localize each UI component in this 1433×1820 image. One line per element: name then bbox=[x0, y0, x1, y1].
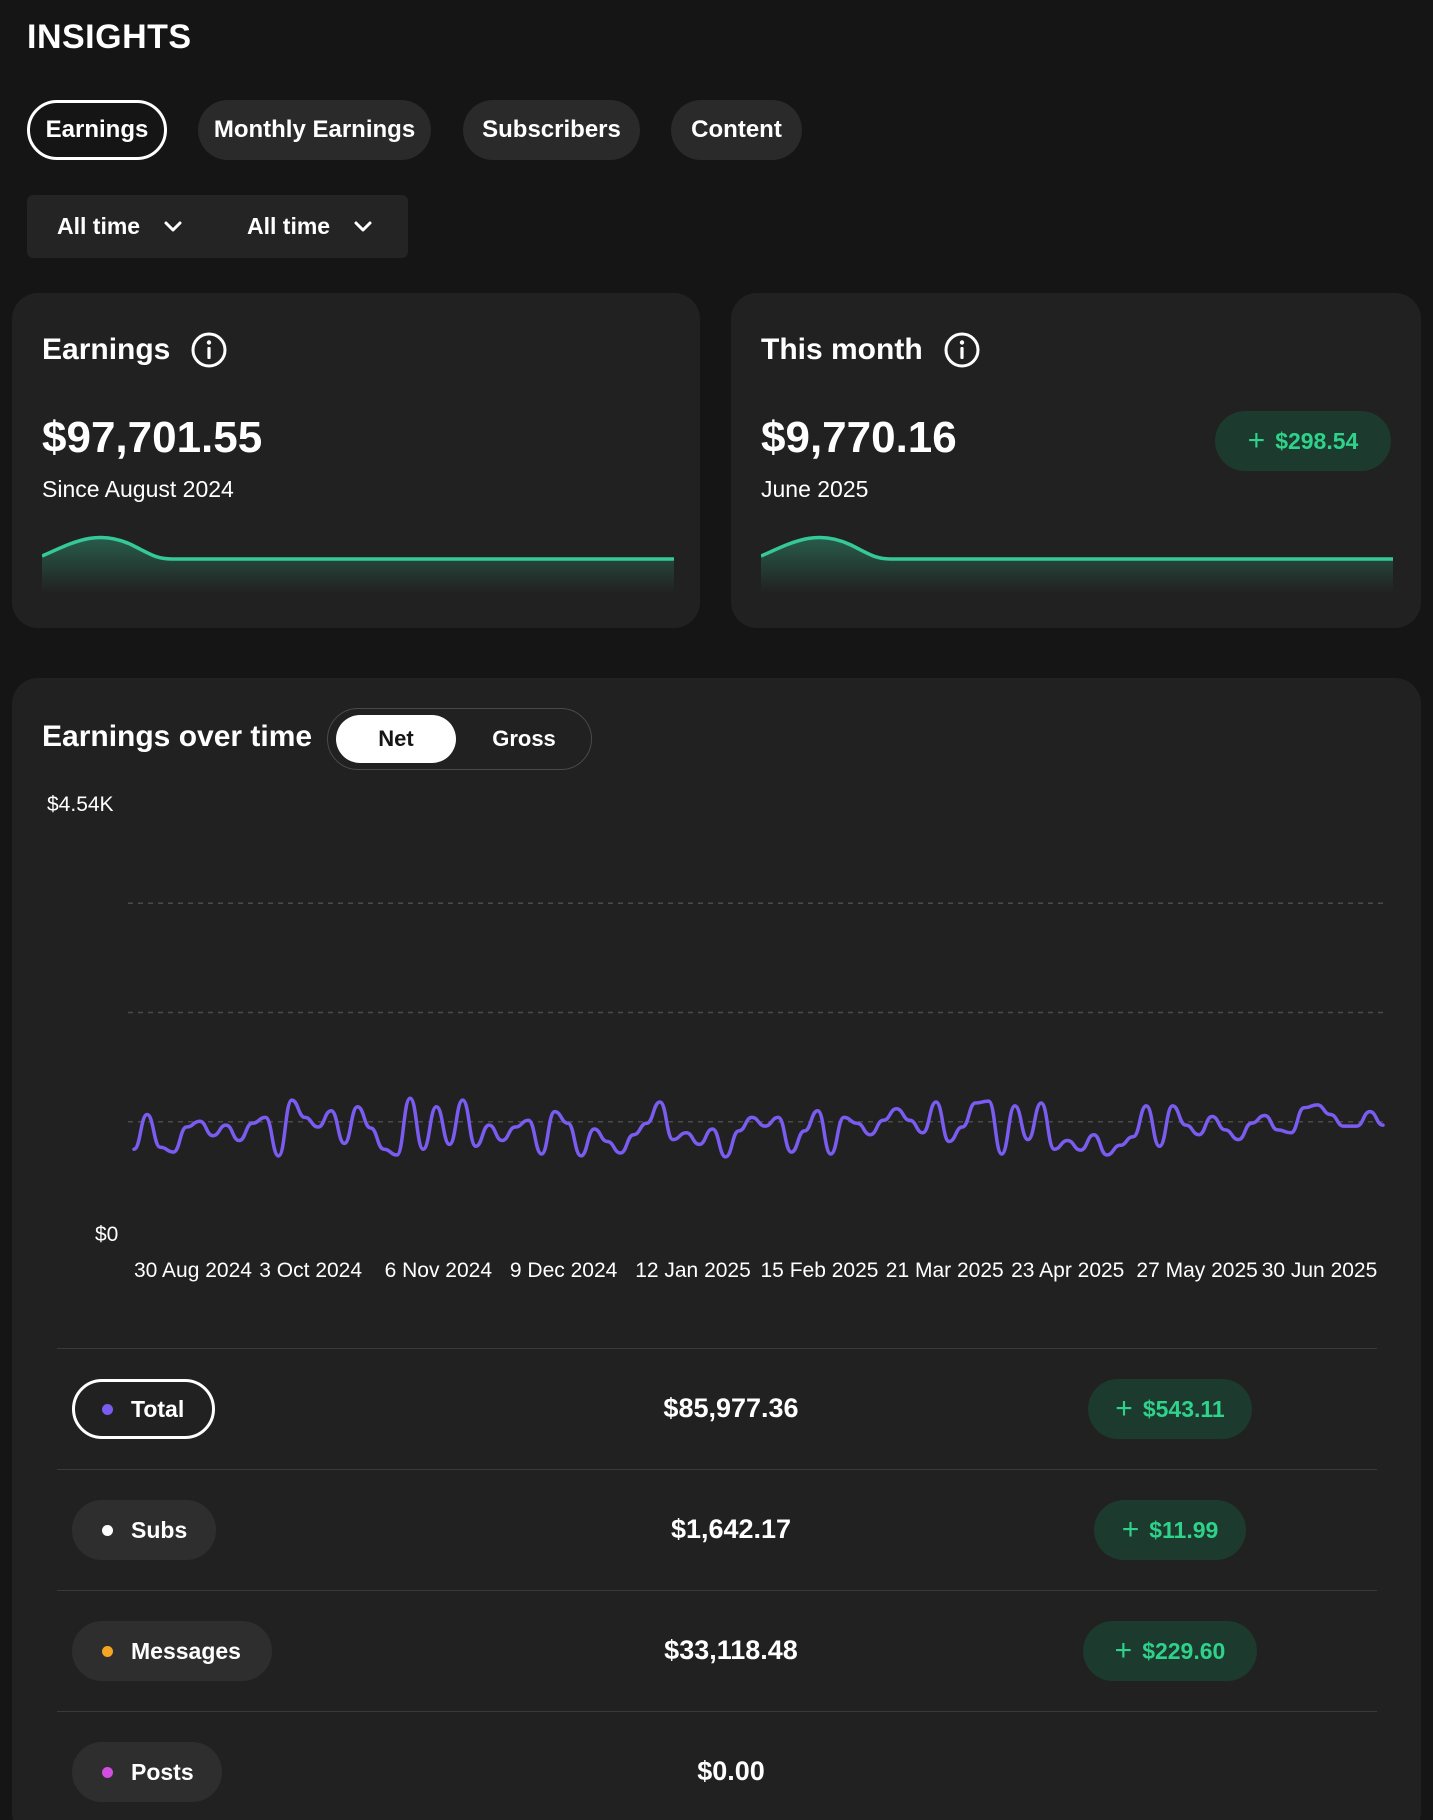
plus-icon: + bbox=[1115, 1392, 1133, 1425]
sparkline-area bbox=[761, 537, 1393, 593]
series-toggle-posts[interactable]: Posts bbox=[72, 1742, 222, 1802]
row-divider bbox=[57, 1590, 1377, 1591]
y-axis-max-label: $4.54K bbox=[47, 793, 114, 816]
earnings-card-title: Earnings bbox=[42, 331, 228, 369]
card-title-text: This month bbox=[761, 333, 923, 366]
sparkline-line bbox=[761, 535, 1393, 561]
total-value: $85,977.36 bbox=[663, 1393, 799, 1423]
info-icon[interactable] bbox=[190, 331, 228, 369]
plus-icon: + bbox=[1247, 424, 1266, 457]
delta-value: $543.11 bbox=[1142, 1395, 1225, 1422]
series-label: Messages bbox=[131, 1637, 241, 1664]
plus-icon: + bbox=[1121, 1513, 1140, 1546]
x-axis-tick-label: 9 Dec 2024 bbox=[510, 1259, 618, 1282]
earnings-card: Earnings $97,701.55 Since August 2024 bbox=[12, 293, 700, 628]
row-divider bbox=[57, 1469, 1377, 1470]
toggle-gross[interactable]: Gross bbox=[492, 726, 556, 751]
series-label: Posts bbox=[131, 1758, 194, 1785]
net-gross-toggle: Net Gross bbox=[327, 708, 592, 770]
dropdown-label: All time bbox=[57, 213, 141, 239]
x-axis-tick-label: 3 Oct 2024 bbox=[259, 1259, 362, 1282]
start-period-dropdown[interactable]: All time bbox=[57, 195, 184, 258]
sparkline-area bbox=[42, 537, 674, 593]
this-month-card-title: This month bbox=[761, 331, 981, 369]
series-toggle-subs[interactable]: Subs bbox=[72, 1500, 216, 1560]
date-filter-bar: All time All time bbox=[27, 195, 408, 258]
series-dot-messages bbox=[102, 1645, 113, 1657]
subs-delta-badge: + $11.99 bbox=[1094, 1500, 1246, 1560]
total-delta-badge: + $543.11 bbox=[1088, 1379, 1252, 1439]
series-dot-total bbox=[102, 1403, 113, 1415]
earnings-amount: $97,701.55 bbox=[42, 413, 263, 462]
x-axis-tick-label: 30 Jun 2025 bbox=[1262, 1259, 1378, 1282]
sparkline-line bbox=[42, 535, 674, 561]
series-line-total bbox=[132, 1096, 1385, 1159]
plus-icon: + bbox=[1114, 1634, 1133, 1667]
x-axis-tick-label: 23 Apr 2025 bbox=[1011, 1259, 1124, 1282]
tab-subscribers[interactable]: Subscribers bbox=[463, 100, 640, 160]
card-title-text: Earnings bbox=[42, 333, 171, 366]
gridlines bbox=[128, 902, 1386, 1123]
y-axis-min-label: $0 bbox=[95, 1223, 118, 1246]
info-icon[interactable] bbox=[943, 331, 981, 369]
tab-monthly-earnings[interactable]: Monthly Earnings bbox=[198, 100, 431, 160]
chevron-down-icon bbox=[354, 221, 372, 231]
series-toggle-total[interactable]: Total bbox=[72, 1379, 215, 1439]
x-axis-tick-label: 12 Jan 2025 bbox=[635, 1259, 751, 1282]
series-dot-subs bbox=[102, 1524, 113, 1536]
row-divider bbox=[57, 1711, 1377, 1712]
x-axis-tick-label: 15 Feb 2025 bbox=[761, 1259, 879, 1282]
x-axis-tick-label: 30 Aug 2024 bbox=[134, 1259, 252, 1282]
x-axis-tick-label: 6 Nov 2024 bbox=[385, 1259, 493, 1282]
this-month-amount: $9,770.16 bbox=[761, 413, 957, 462]
messages-delta-badge: + $229.60 bbox=[1083, 1621, 1257, 1681]
delta-value: $11.99 bbox=[1149, 1516, 1219, 1543]
posts-value: $0.00 bbox=[697, 1756, 765, 1786]
this-month-card: This month $9,770.16 June 2025 + $298.54 bbox=[731, 293, 1421, 628]
this-month-period: June 2025 bbox=[761, 476, 869, 502]
tab-earnings[interactable]: Earnings bbox=[27, 100, 167, 160]
chevron-down-icon bbox=[164, 221, 182, 231]
row-divider bbox=[57, 1348, 1377, 1349]
this-month-sparkline bbox=[761, 535, 1393, 593]
x-axis-tick-label: 21 Mar 2025 bbox=[886, 1259, 1004, 1282]
series-dot-posts bbox=[102, 1766, 113, 1778]
end-period-dropdown[interactable]: All time bbox=[247, 195, 374, 258]
x-axis-tick-label: 27 May 2025 bbox=[1136, 1259, 1257, 1282]
tab-content[interactable]: Content bbox=[671, 100, 802, 160]
earnings-over-time-title: Earnings over time bbox=[42, 720, 313, 753]
messages-value: $33,118.48 bbox=[664, 1635, 798, 1665]
dropdown-label: All time bbox=[247, 213, 331, 239]
subs-value: $1,642.17 bbox=[670, 1514, 792, 1544]
x-axis-labels: 30 Aug 2024 3 Oct 2024 6 Nov 2024 9 Dec 202… bbox=[134, 1259, 1377, 1282]
series-label: Total bbox=[131, 1395, 185, 1422]
delta-value: $298.54 bbox=[1275, 427, 1359, 454]
page-title: INSIGHTS bbox=[27, 18, 192, 56]
toggle-net[interactable]: Net bbox=[336, 715, 456, 763]
data-points bbox=[133, 1098, 1384, 1157]
earnings-line-chart: $4.54K $0 30 Aug 2024 3 Oct 2024 6 Nov 202… bbox=[47, 793, 1386, 1282]
series-toggle-messages[interactable]: Messages bbox=[72, 1621, 272, 1681]
series-label: Subs bbox=[131, 1516, 188, 1543]
earnings-period: Since August 2024 bbox=[42, 476, 234, 502]
earnings-sparkline bbox=[42, 535, 674, 593]
delta-value: $229.60 bbox=[1142, 1637, 1226, 1664]
this-month-delta-badge: + $298.54 bbox=[1215, 411, 1391, 471]
